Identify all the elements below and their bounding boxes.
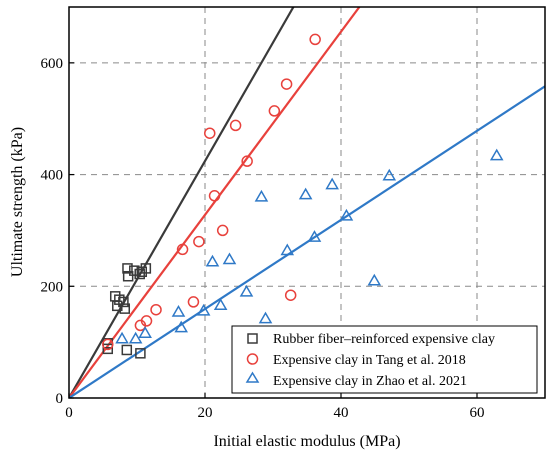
fit-lines bbox=[69, 7, 545, 398]
circle-point bbox=[150, 303, 162, 316]
legend-marker-triangle bbox=[245, 371, 260, 383]
triangle-point bbox=[171, 304, 186, 317]
square-point bbox=[121, 344, 133, 356]
square-point bbox=[122, 263, 133, 274]
triangle-point bbox=[325, 177, 339, 190]
circle-point bbox=[102, 338, 114, 351]
triangle-point bbox=[196, 303, 211, 316]
circle-point bbox=[280, 78, 293, 90]
triangle-point bbox=[239, 284, 254, 297]
square-point bbox=[102, 343, 114, 355]
legend-label-zhao: Expensive clay in Zhao et al. 2021 bbox=[273, 374, 467, 389]
square-point bbox=[129, 265, 140, 276]
triangle-point bbox=[367, 273, 382, 286]
y-tick-label: 200 bbox=[41, 279, 64, 295]
circle-point bbox=[204, 127, 216, 139]
y-tick-label: 0 bbox=[56, 391, 64, 407]
y-tick-label: 600 bbox=[41, 56, 64, 72]
triangle-point bbox=[489, 148, 504, 161]
square-point bbox=[134, 268, 145, 280]
square-point bbox=[122, 270, 134, 282]
legend: Rubber fiber–reinforced expensive clay E… bbox=[231, 325, 538, 394]
circle-point bbox=[193, 235, 205, 248]
x-tick-label: 0 bbox=[65, 405, 73, 421]
triangle-point bbox=[339, 208, 354, 221]
fit-line-series-1 bbox=[69, 7, 361, 398]
triangle-point bbox=[128, 331, 143, 344]
x-tick-label: 20 bbox=[198, 405, 213, 421]
fit-line-series-2 bbox=[69, 85, 545, 398]
circle-point bbox=[229, 119, 242, 132]
circle-point bbox=[268, 105, 281, 117]
triangle-point bbox=[205, 254, 220, 267]
legend-label-rubber: Rubber fiber–reinforced expensive clay bbox=[273, 332, 495, 347]
x-tick-label: 60 bbox=[470, 405, 485, 421]
square-point bbox=[140, 263, 152, 274]
triangle-point bbox=[280, 243, 295, 256]
fit-line-series-0 bbox=[69, 7, 295, 398]
triangle-point bbox=[298, 187, 313, 200]
legend-marker-square bbox=[247, 333, 258, 344]
triangle-point bbox=[138, 326, 152, 338]
x-axis-label: Initial elastic modulus (MPa) bbox=[213, 433, 400, 450]
circle-point bbox=[176, 243, 189, 256]
circle-point bbox=[140, 315, 153, 327]
triangle-point bbox=[382, 168, 397, 181]
data-points bbox=[102, 33, 504, 359]
x-tick-label: 40 bbox=[334, 405, 349, 421]
triangle-point bbox=[307, 230, 322, 242]
circle-point bbox=[208, 190, 221, 202]
triangle-point bbox=[115, 331, 129, 344]
y-tick-label: 400 bbox=[41, 168, 64, 184]
circle-point bbox=[241, 155, 253, 167]
circle-point bbox=[187, 296, 200, 308]
y-axis-label: Ultimate strength (kPa) bbox=[9, 127, 26, 277]
circle-point bbox=[216, 224, 229, 237]
square-point bbox=[119, 303, 131, 314]
legend-label-tang: Expensive clay in Tang et al. 2018 bbox=[273, 353, 466, 368]
triangle-point bbox=[258, 311, 273, 324]
legend-marker-circle bbox=[246, 353, 259, 365]
triangle-point bbox=[174, 320, 189, 333]
legend-box bbox=[231, 325, 538, 394]
triangle-point bbox=[213, 298, 228, 311]
triangle-point bbox=[222, 252, 237, 265]
grid-lines bbox=[69, 7, 545, 398]
square-point bbox=[118, 296, 129, 308]
triangle-point bbox=[254, 189, 269, 202]
circle-point bbox=[284, 289, 297, 301]
square-point bbox=[135, 348, 146, 359]
circle-point bbox=[309, 33, 321, 46]
plot-frame bbox=[68, 6, 546, 399]
